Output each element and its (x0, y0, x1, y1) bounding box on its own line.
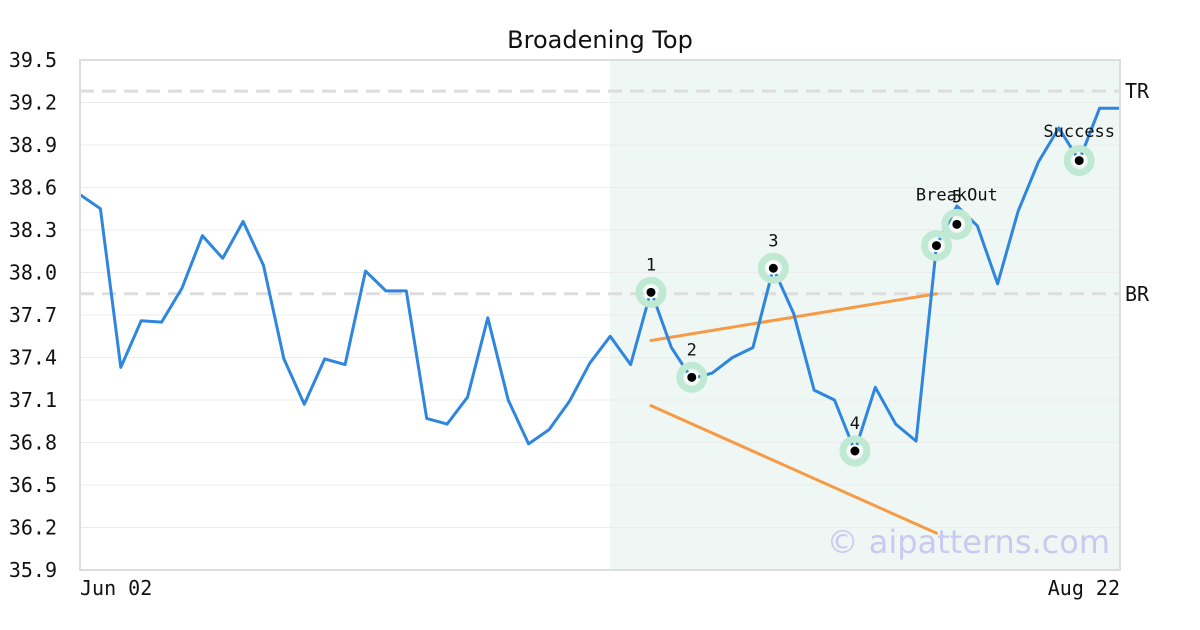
pivot-halo (635, 276, 667, 308)
pivot-label: 3 (768, 231, 778, 251)
pivot-halo (676, 361, 708, 393)
pivot-dot (644, 285, 658, 299)
trendline (649, 404, 938, 535)
y-tick-label: 37.1 (9, 388, 57, 412)
pivot-dot (1072, 154, 1086, 168)
y-tick-label: 38.0 (9, 261, 57, 285)
pivot-points: 1 2 3 4 5 (635, 145, 1095, 467)
pivot-dot (950, 217, 964, 231)
plot-border (79, 59, 1121, 571)
y-tick-label: 39.2 (9, 91, 57, 115)
y-tick-label: 37.4 (9, 346, 57, 370)
pivot-dot (766, 261, 780, 275)
chart-title: Broadening Top (507, 26, 693, 54)
pivot-label: 4 (850, 414, 860, 434)
y-tick-labels: 35.9 36.2 36.5 36.8 37.1 37.4 37.7 38.0 38.3 38.6… (9, 48, 57, 582)
pivot-halo (920, 230, 952, 262)
y-tick-label: 38.9 (9, 133, 57, 157)
y-tick-label: 38.3 (9, 218, 57, 242)
y-tick-label: 36.8 (9, 431, 57, 455)
level-label: TR (1125, 79, 1150, 103)
pivot-dot (929, 239, 943, 253)
level-label: BR (1125, 282, 1150, 306)
pivot-halo (941, 208, 973, 240)
y-tick-label: 39.5 (9, 48, 57, 72)
annotations: BreakOut Success (916, 122, 1115, 206)
x-tick-label: Aug 22 (1048, 576, 1120, 600)
pivot-dot (685, 370, 699, 384)
pivot-label: 5 (952, 187, 962, 207)
x-tick-labels: Jun 02 Aug 22 (80, 576, 1120, 600)
y-tick-label: 36.2 (9, 516, 57, 540)
annotation-label: Success (1043, 122, 1115, 142)
y-tick-label: 37.7 (9, 303, 57, 327)
y-tick-label: 38.6 (9, 176, 57, 200)
level-lines: TR BR (80, 79, 1150, 306)
pivot-halo (757, 252, 789, 284)
y-tick-label: 35.9 (9, 558, 57, 582)
y-tick-label: 36.5 (9, 473, 57, 497)
watermark: © aipatterns.com (827, 523, 1110, 561)
pivot-halo (839, 435, 871, 467)
x-tick-label: Jun 02 (80, 576, 152, 600)
pivot-label: 2 (687, 340, 697, 360)
pivot-dot (848, 444, 862, 458)
pivot-label: 1 (646, 255, 656, 275)
pivot-halo (1063, 145, 1095, 177)
annotation-label: BreakOut (916, 186, 998, 206)
